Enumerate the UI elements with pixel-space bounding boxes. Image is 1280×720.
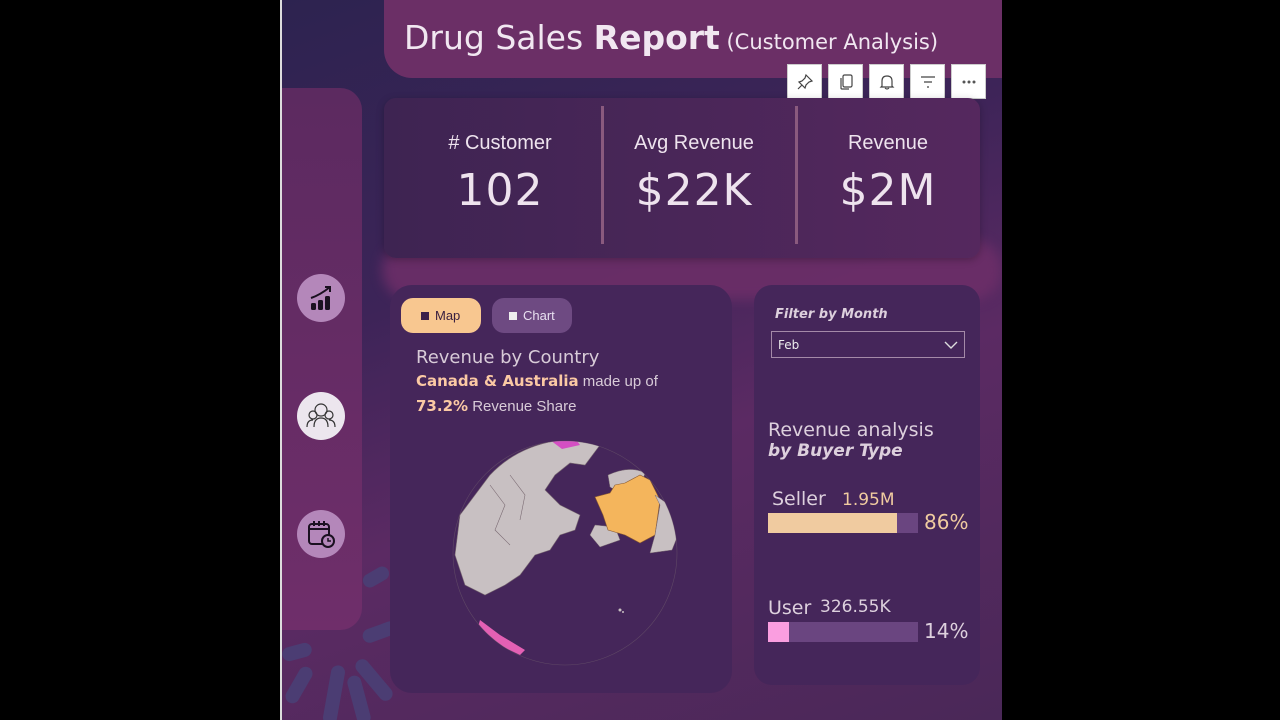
chart-toggle-button[interactable]: Chart <box>492 298 572 333</box>
kpi-revenue: Revenue $2M <box>790 98 986 258</box>
kpi-value: $22K <box>635 165 753 216</box>
more-icon <box>962 80 975 83</box>
kpi-value: $2M <box>839 165 937 216</box>
share-label: Revenue Share <box>468 398 577 415</box>
map-card: Map Chart Revenue by Country Canada & Au… <box>390 285 732 693</box>
month-dropdown-value: Feb <box>778 337 800 352</box>
copy-button[interactable] <box>828 64 863 99</box>
kpi-label: # Customer <box>448 132 552 154</box>
pin-button[interactable] <box>787 64 822 99</box>
toggle-label: Chart <box>523 308 555 323</box>
buyer-percent: 14% <box>924 619 969 643</box>
revenue-analysis-title: Revenue analysis <box>768 419 934 441</box>
buyer-bar-track <box>768 622 918 642</box>
calendar-clock-icon <box>308 521 335 548</box>
buyer-percent: 86% <box>924 510 969 534</box>
kpi-divider <box>795 106 798 244</box>
buyer-amount: 326.55K <box>820 597 891 617</box>
sidebar-item-sales[interactable] <box>297 274 345 322</box>
sidebar-item-customers[interactable] <box>297 392 345 440</box>
sidebar-nav <box>282 88 362 630</box>
kpi-value: 102 <box>456 165 544 216</box>
buyer-amount: 1.95M <box>842 490 895 510</box>
sidebar-item-time[interactable] <box>297 510 345 558</box>
buyer-bar-track <box>768 513 918 533</box>
kpi-customers: # Customer 102 <box>402 98 598 258</box>
month-dropdown[interactable]: Feb <box>771 331 965 358</box>
square-icon <box>421 311 429 320</box>
title-suffix: (Customer Analysis) <box>719 30 939 54</box>
chevron-down-icon <box>944 341 958 349</box>
buyer-name: User <box>768 597 812 619</box>
filter-label: Filter by Month <box>775 307 888 322</box>
kpi-card: # Customer 102 Avg Revenue $22K Revenue … <box>384 98 980 258</box>
map-insight-line2: 73.2% Revenue Share <box>416 397 576 415</box>
map-title: Revenue by Country <box>416 347 600 368</box>
customers-group-icon <box>306 403 336 428</box>
kpi-label: Avg Revenue <box>634 132 754 154</box>
page-title: Drug Sales Report (Customer Analysis) <box>404 18 938 57</box>
filter-button[interactable] <box>910 64 945 99</box>
growth-chart-icon <box>310 286 331 310</box>
highlight-countries: Canada & Australia <box>416 372 579 390</box>
kpi-avg-revenue: Avg Revenue $22K <box>596 98 792 258</box>
title-bold: Report <box>593 18 720 57</box>
map-toggle-button[interactable]: Map <box>401 298 481 333</box>
buyer-bar-fill <box>768 622 789 642</box>
bell-icon <box>879 74 894 90</box>
globe-map[interactable] <box>450 435 690 670</box>
toggle-label: Map <box>435 308 461 323</box>
more-options-button[interactable] <box>951 64 986 99</box>
map-insight-line1: Canada & Australia made up of <box>416 372 658 390</box>
filter-icon <box>920 75 935 88</box>
kpi-label: Revenue <box>847 132 929 154</box>
insight-text: made up of <box>578 373 658 390</box>
share-value: 73.2% <box>416 397 469 415</box>
visual-toolbar <box>787 64 986 99</box>
alert-button[interactable] <box>869 64 904 99</box>
kpi-divider <box>601 106 604 244</box>
square-icon <box>509 311 517 320</box>
buyer-bar-fill <box>768 513 897 533</box>
report-canvas: Drug Sales Report (Customer Analysis) <box>280 0 1002 720</box>
revenue-analysis-subtitle: by Buyer Type <box>768 441 903 461</box>
buyer-type-card: Filter by Month Feb Revenue analysis by … <box>754 285 980 685</box>
buyer-name: Seller <box>772 488 826 510</box>
title-prefix: Drug Sales <box>404 18 594 57</box>
pin-icon <box>797 73 813 89</box>
copy-icon <box>839 73 853 90</box>
